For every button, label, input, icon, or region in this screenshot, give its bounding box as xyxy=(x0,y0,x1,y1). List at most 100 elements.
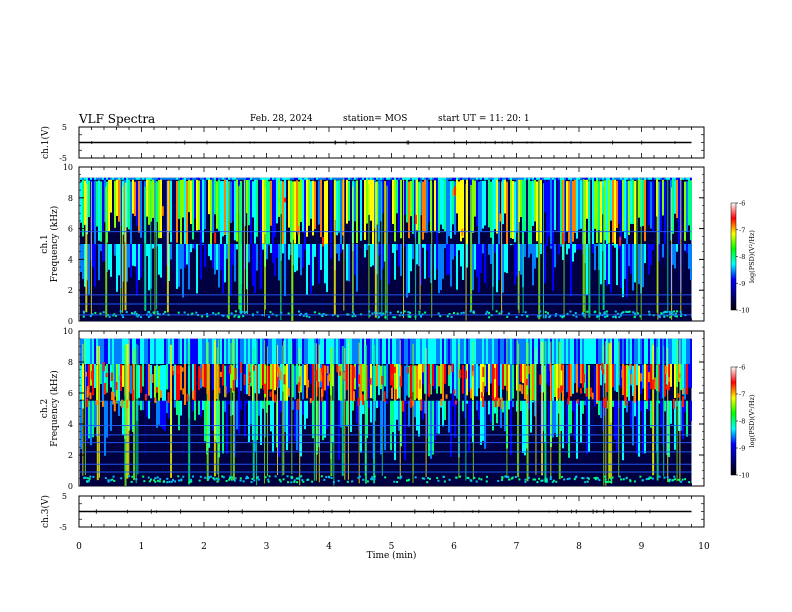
hot-spot xyxy=(167,392,170,404)
spectrogram-cell xyxy=(604,180,606,241)
low-freq-noise xyxy=(428,477,431,480)
low-freq-noise xyxy=(199,475,202,478)
spectrogram-cell xyxy=(380,400,382,455)
spectrogram-cell xyxy=(190,177,192,180)
spectrogram-cell xyxy=(84,177,86,180)
spectrogram-cell xyxy=(194,178,196,219)
spectrogram-cell xyxy=(562,244,564,261)
spectrogram-cell xyxy=(668,400,670,458)
spectrogram-cell xyxy=(324,244,326,284)
hot-spot xyxy=(412,400,415,406)
low-freq-noise xyxy=(596,315,599,318)
spectrogram-cell xyxy=(286,181,288,220)
spectrogram-cell xyxy=(320,178,322,238)
spectrogram-cell xyxy=(166,400,168,414)
spectrogram-cell xyxy=(482,338,484,364)
spectrogram-cell xyxy=(448,244,450,275)
low-freq-noise xyxy=(448,312,451,315)
spectrogram-cell xyxy=(184,363,186,405)
spectrogram-cell xyxy=(404,177,406,180)
spectrogram-cell xyxy=(260,363,262,389)
spectrogram-cell xyxy=(476,244,478,278)
hot-spot xyxy=(585,387,588,397)
spectrogram-cell xyxy=(212,177,214,180)
spectrogram-cell xyxy=(544,177,546,213)
spectrogram-cell xyxy=(502,177,504,180)
low-freq-noise xyxy=(673,310,676,313)
spectrogram-cell xyxy=(620,365,622,388)
spectrogram-cell xyxy=(312,338,314,364)
spectrogram-cell xyxy=(406,338,408,364)
spectrogram-cell xyxy=(128,244,130,268)
spectrogram-cell xyxy=(206,244,208,273)
spectrogram-cell xyxy=(446,177,448,180)
spectrogram-cell xyxy=(100,177,102,180)
y-tick-label: 6 xyxy=(68,389,73,398)
low-freq-noise xyxy=(177,311,180,314)
spectrogram-cell xyxy=(624,178,626,239)
spectrogram-cell xyxy=(686,177,688,180)
spectrogram-cell xyxy=(582,400,584,414)
low-freq-noise xyxy=(524,478,527,481)
spectrogram-cell xyxy=(666,400,668,455)
spectrogram-cell xyxy=(298,177,300,180)
spectrogram-cell xyxy=(266,178,268,246)
spectrogram-cell xyxy=(568,364,570,406)
spectrogram-cell xyxy=(624,177,626,180)
hot-spot xyxy=(624,396,627,406)
spectrogram-cell xyxy=(160,338,162,364)
spectrogram-cell xyxy=(470,362,472,391)
spectrogram-cell xyxy=(288,362,290,398)
spectrogram-cell xyxy=(408,177,410,180)
spectrogram-cell xyxy=(476,338,478,364)
spectrogram-cell xyxy=(620,177,622,180)
low-freq-noise xyxy=(228,478,231,481)
spectrogram-cell xyxy=(392,244,394,253)
low-freq-noise xyxy=(384,476,387,479)
spectrogram-cell xyxy=(306,177,308,180)
spectrogram-cell xyxy=(346,244,348,281)
hot-spot xyxy=(482,381,485,393)
spectrogram-cell xyxy=(300,178,302,222)
spectrogram-cell xyxy=(544,177,546,180)
spectrogram-cell xyxy=(294,177,296,180)
spectrogram-cell xyxy=(536,181,538,242)
low-freq-noise xyxy=(311,480,314,483)
spectrogram-cell xyxy=(434,177,436,180)
spectrogram-cell xyxy=(116,177,118,180)
spectrogram-cell xyxy=(154,177,156,180)
spectrogram-cell xyxy=(486,400,488,449)
spectrogram-cell xyxy=(510,338,512,364)
spectrogram-cell xyxy=(138,338,140,364)
low-freq-noise xyxy=(122,316,125,319)
spectrogram-cell xyxy=(464,177,466,180)
hot-spot xyxy=(672,399,675,409)
low-freq-noise xyxy=(478,477,481,480)
spectrogram-cell xyxy=(334,338,336,364)
spectrogram-cell xyxy=(464,400,466,419)
low-freq-noise xyxy=(641,479,644,482)
spectrogram-cell xyxy=(452,177,454,180)
spectrogram-cell xyxy=(556,178,558,231)
spectrogram-cell xyxy=(556,244,558,264)
hot-spot xyxy=(394,389,397,401)
spectrogram-cell xyxy=(142,338,144,364)
spectrogram-cell xyxy=(576,338,578,364)
spectrogram-cell xyxy=(504,400,506,432)
spectrogram-cell xyxy=(450,338,452,364)
hot-spot xyxy=(151,374,154,383)
hot-spot xyxy=(322,236,325,247)
hot-spot xyxy=(428,384,431,395)
spectrogram-cell xyxy=(210,338,212,364)
spectrogram-cell xyxy=(210,363,212,385)
spectrogram-cell xyxy=(140,365,142,393)
y-tick-label: 0 xyxy=(68,317,73,326)
low-freq-noise xyxy=(559,315,562,318)
spectrogram-cell xyxy=(116,400,118,403)
low-freq-noise xyxy=(366,480,369,483)
spectrogram-cell xyxy=(562,364,564,406)
spectrogram-cell xyxy=(498,177,500,180)
low-freq-noise xyxy=(586,310,589,313)
